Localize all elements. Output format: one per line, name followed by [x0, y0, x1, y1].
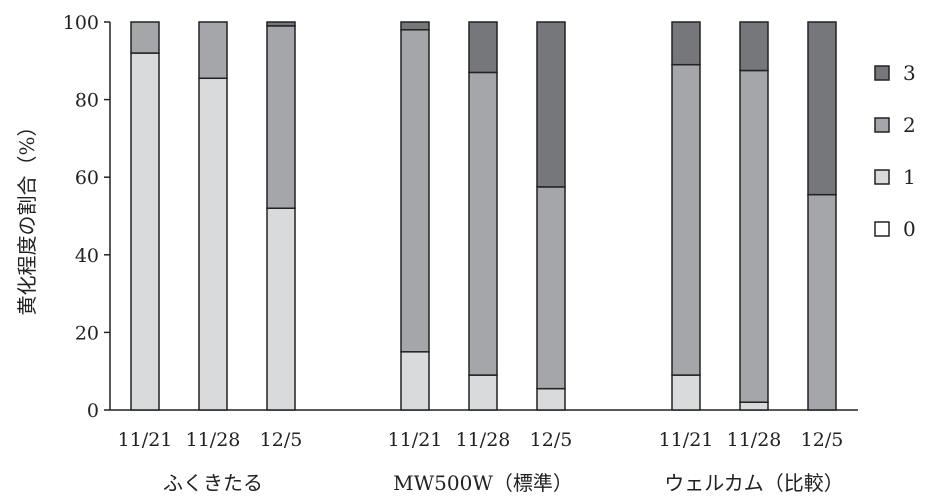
x-tick-label: 11/28 — [186, 429, 241, 451]
bar-segment-level-1 — [198, 77, 228, 411]
bar-segment-level-2 — [400, 29, 430, 353]
bar-segment-level-3 — [807, 21, 837, 196]
legend-label: 2 — [903, 113, 916, 137]
y-tick-label: 100 — [63, 12, 99, 34]
bar-segment-level-2 — [671, 63, 701, 376]
bar-segment-level-1 — [468, 374, 498, 411]
y-tick-label: 40 — [75, 245, 99, 267]
bar-segment-level-2 — [739, 69, 769, 403]
bar-segment-level-1 — [671, 374, 701, 411]
y-tick-label: 0 — [87, 400, 99, 422]
bar-segment-level-1 — [536, 387, 566, 411]
bar-segment-level-2 — [807, 193, 837, 411]
x-tick-label: 11/21 — [659, 429, 714, 451]
y-tick-label: 80 — [75, 90, 99, 112]
y-tick-label: 20 — [75, 322, 99, 344]
legend-label: 0 — [903, 217, 916, 241]
bar-segment-level-1 — [130, 52, 160, 411]
y-tick-label: 60 — [75, 167, 99, 189]
x-tick-label: 11/21 — [388, 429, 443, 451]
group-label: ふくきたる — [163, 471, 263, 495]
group-label: MW500W（標準） — [393, 471, 573, 495]
x-tick-label: 11/28 — [727, 429, 782, 451]
bar-segment-level-3 — [671, 21, 701, 66]
x-tick-label: 12/5 — [530, 429, 573, 451]
bar-segment-level-3 — [739, 21, 769, 72]
x-tick-label: 12/5 — [260, 429, 303, 451]
bar-segment-level-3 — [536, 21, 566, 188]
bar-segment-level-1 — [739, 401, 769, 411]
legend-label: 3 — [903, 61, 916, 85]
group-label: ウェルカム（比較） — [664, 471, 843, 495]
bar-segment-level-1 — [266, 207, 296, 411]
legend-label: 1 — [903, 165, 916, 189]
x-tick-label: 11/21 — [118, 429, 173, 451]
bar-segment-level-3 — [266, 21, 296, 27]
x-tick-label: 11/28 — [456, 429, 511, 451]
bar-segment-level-2 — [266, 25, 296, 209]
legend-swatch-level-1 — [874, 169, 890, 185]
bar-segment-level-2 — [536, 186, 566, 390]
bar-segment-level-2 — [130, 21, 160, 54]
bar-segment-level-3 — [468, 21, 498, 74]
bar-segment-level-3 — [400, 21, 430, 31]
bar-segment-level-2 — [468, 71, 498, 376]
legend-swatch-level-3 — [874, 65, 890, 81]
x-tick-label: 12/5 — [801, 429, 844, 451]
y-axis-label: 黄化程度の割合（%） — [15, 116, 39, 315]
legend-swatch-level-0 — [874, 221, 890, 237]
legend-swatch-level-2 — [874, 117, 890, 133]
bar-segment-level-1 — [400, 351, 430, 411]
bar-segment-level-2 — [198, 21, 228, 80]
